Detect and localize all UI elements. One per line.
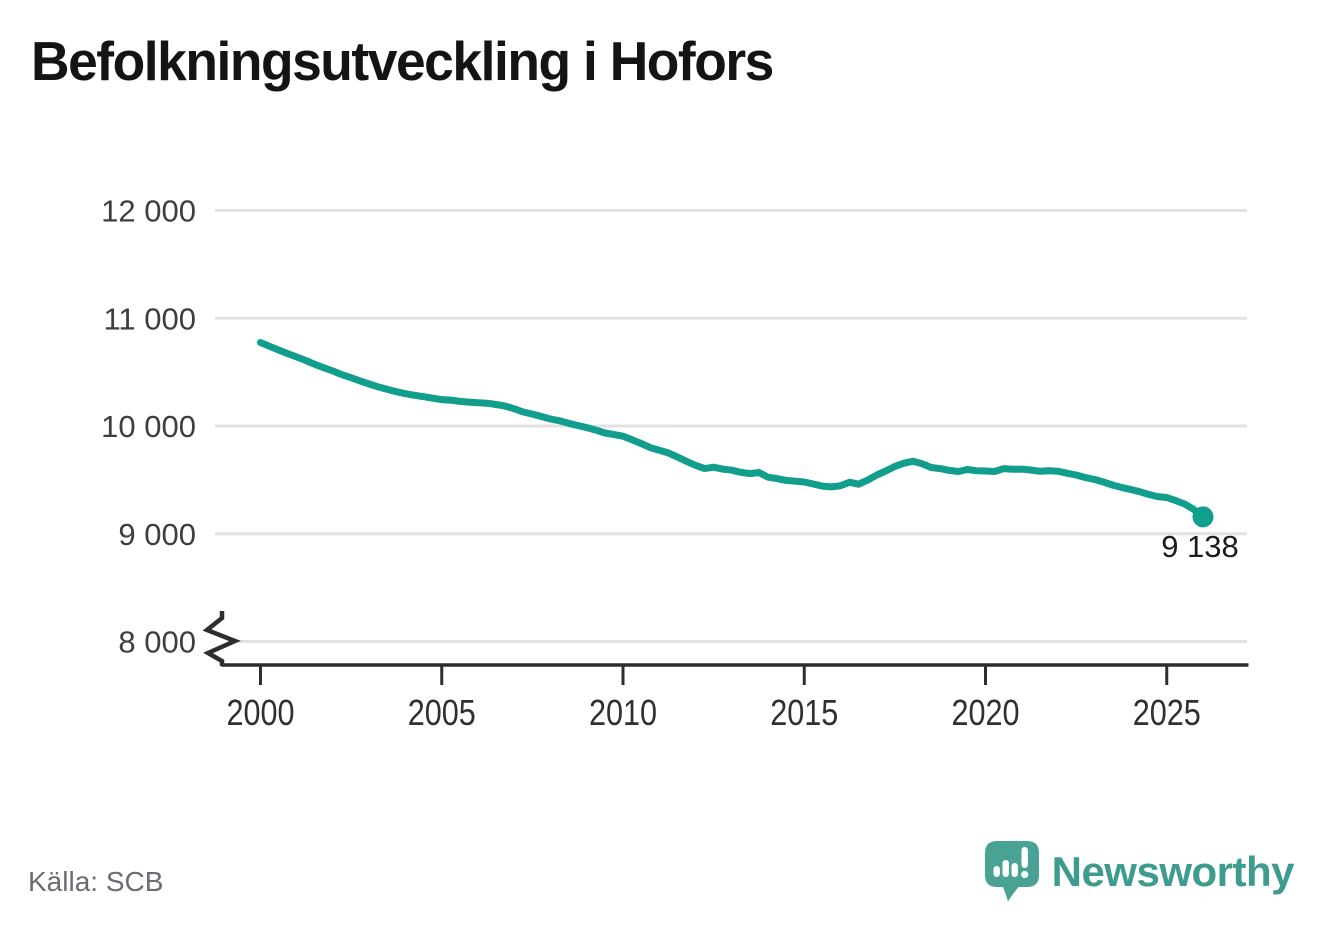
y-tick-label: 10 000 xyxy=(101,409,196,444)
population-line xyxy=(257,339,1207,523)
newsworthy-logo-icon xyxy=(984,841,1039,902)
logo-bar-1 xyxy=(993,866,1000,877)
logo-bar-3 xyxy=(1011,863,1018,877)
x-tick-label: 2020 xyxy=(951,694,1019,734)
axis-break-icon xyxy=(202,611,241,666)
logo-exclamation-bar xyxy=(1021,847,1028,868)
newsworthy-logo: Newsworthy xyxy=(984,841,1295,903)
logo-bar-2 xyxy=(1002,860,1009,877)
source-label: Källa: SCB xyxy=(28,866,164,897)
y-tick-label: 8 000 xyxy=(118,625,196,660)
x-tick-label: 2010 xyxy=(589,694,657,734)
end-value-label: 9 138 xyxy=(1161,529,1239,564)
logo-exclamation-dot xyxy=(1020,870,1028,879)
y-tick-label: 12 000 xyxy=(101,194,196,229)
y-tick-label: 9 000 xyxy=(118,517,196,552)
chart-title: Befolkningsutveckling i Hofors xyxy=(31,30,774,92)
x-tick-label: 2015 xyxy=(770,694,838,734)
x-tick-label: 2025 xyxy=(1133,694,1201,734)
newsworthy-wordmark: Newsworthy xyxy=(1051,848,1295,895)
end-point-dot xyxy=(1192,506,1214,528)
x-tick-label: 2005 xyxy=(408,694,476,734)
x-tick-label: 2000 xyxy=(226,694,294,734)
y-tick-label: 11 000 xyxy=(103,301,196,336)
